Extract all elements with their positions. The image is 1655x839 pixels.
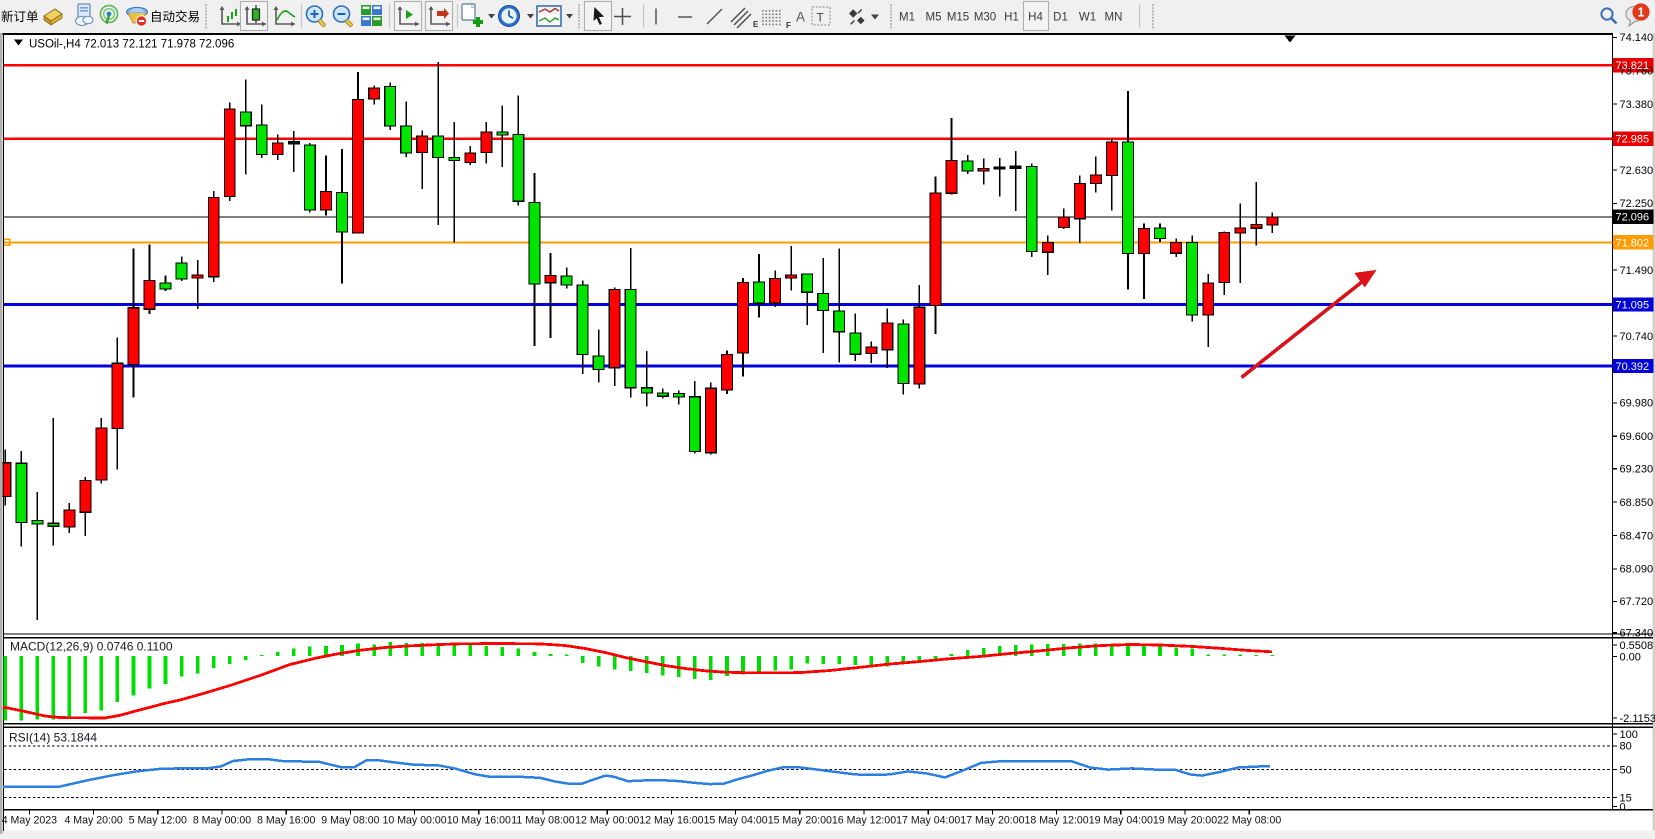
svg-text:W1: W1	[1079, 12, 1096, 24]
svg-text:D1: D1	[1053, 12, 1068, 24]
svg-text:H1: H1	[1004, 12, 1019, 24]
svg-text:MACD(12,26,9) 0.0746 0.1100: MACD(12,26,9) 0.0746 0.1100	[10, 639, 173, 653]
svg-text:71.802: 71.802	[1616, 237, 1650, 249]
svg-text:72.096: 72.096	[1616, 212, 1650, 224]
svg-text:H4: H4	[1028, 12, 1043, 24]
svg-text:自动交易: 自动交易	[150, 9, 200, 24]
svg-text:68.470: 68.470	[1620, 530, 1654, 542]
svg-text:-2.1153: -2.1153	[1620, 713, 1655, 725]
svg-text:M1: M1	[899, 12, 915, 24]
svg-text:M15: M15	[947, 12, 969, 24]
svg-text:15 May 20:00: 15 May 20:00	[768, 815, 832, 827]
svg-text:17 May 20:00: 17 May 20:00	[960, 815, 1024, 827]
svg-text:18 May 12:00: 18 May 12:00	[1024, 815, 1088, 827]
svg-text:19 May 20:00: 19 May 20:00	[1153, 815, 1217, 827]
svg-text:68.090: 68.090	[1620, 564, 1654, 576]
svg-text:11 May 08:00: 11 May 08:00	[511, 815, 575, 827]
svg-text:19 May 04:00: 19 May 04:00	[1089, 815, 1153, 827]
svg-text:70.740: 70.740	[1620, 331, 1654, 343]
svg-text:69.600: 69.600	[1620, 431, 1654, 443]
svg-text:17 May 04:00: 17 May 04:00	[896, 815, 960, 827]
svg-text:0.5508: 0.5508	[1620, 640, 1654, 652]
svg-text:68.850: 68.850	[1620, 497, 1654, 509]
svg-text:72.630: 72.630	[1620, 165, 1654, 177]
svg-text:0.00: 0.00	[1620, 651, 1641, 663]
svg-text:69.230: 69.230	[1620, 464, 1654, 476]
svg-text:73.380: 73.380	[1620, 99, 1654, 111]
svg-text:8 May 00:00: 8 May 00:00	[193, 815, 251, 827]
svg-text:50: 50	[1620, 765, 1632, 777]
svg-text:4 May 20:00: 4 May 20:00	[64, 815, 122, 827]
svg-text:USOil-,H4 72.013 72.121 71.97: USOil-,H4 72.013 72.121 71.978 72.096	[29, 38, 234, 50]
svg-text:A: A	[796, 10, 805, 25]
svg-text:M5: M5	[926, 12, 942, 24]
svg-text:T: T	[817, 11, 825, 25]
svg-text:12 May 16:00: 12 May 16:00	[639, 815, 703, 827]
svg-text:71.095: 71.095	[1616, 299, 1650, 311]
svg-text:12 May 00:00: 12 May 00:00	[575, 815, 639, 827]
svg-text:74.140: 74.140	[1620, 33, 1654, 44]
svg-text:22 May 08:00: 22 May 08:00	[1217, 815, 1281, 827]
svg-text:80: 80	[1620, 741, 1632, 753]
svg-text:M30: M30	[974, 12, 996, 24]
svg-text:69.980: 69.980	[1620, 398, 1654, 410]
svg-text:16 May 12:00: 16 May 12:00	[832, 815, 896, 827]
svg-text:4 May 2023: 4 May 2023	[2, 815, 57, 827]
svg-text:10 May 16:00: 10 May 16:00	[447, 815, 511, 827]
svg-text:5 May 12:00: 5 May 12:00	[129, 815, 187, 827]
svg-text:15 May 04:00: 15 May 04:00	[703, 815, 767, 827]
svg-text:0: 0	[1620, 801, 1626, 813]
svg-text:70.392: 70.392	[1616, 361, 1650, 373]
svg-text:10 May 00:00: 10 May 00:00	[382, 815, 446, 827]
svg-text:73.821: 73.821	[1616, 60, 1650, 72]
svg-text:1: 1	[1638, 5, 1645, 19]
svg-text:F: F	[786, 21, 791, 30]
svg-text:E: E	[753, 20, 759, 29]
svg-text:9 May 08:00: 9 May 08:00	[321, 815, 379, 827]
svg-text:72.985: 72.985	[1616, 134, 1650, 146]
svg-text:71.490: 71.490	[1620, 265, 1654, 277]
svg-text:100: 100	[1620, 729, 1638, 741]
svg-text:72.250: 72.250	[1620, 198, 1654, 210]
svg-text:8 May 16:00: 8 May 16:00	[257, 815, 315, 827]
svg-text:新订单: 新订单	[1, 9, 39, 24]
svg-text:MN: MN	[1105, 12, 1123, 24]
svg-text:67.720: 67.720	[1620, 596, 1654, 608]
svg-text:67.340: 67.340	[1620, 628, 1654, 640]
svg-text:RSI(14) 53.1844: RSI(14) 53.1844	[9, 730, 97, 744]
